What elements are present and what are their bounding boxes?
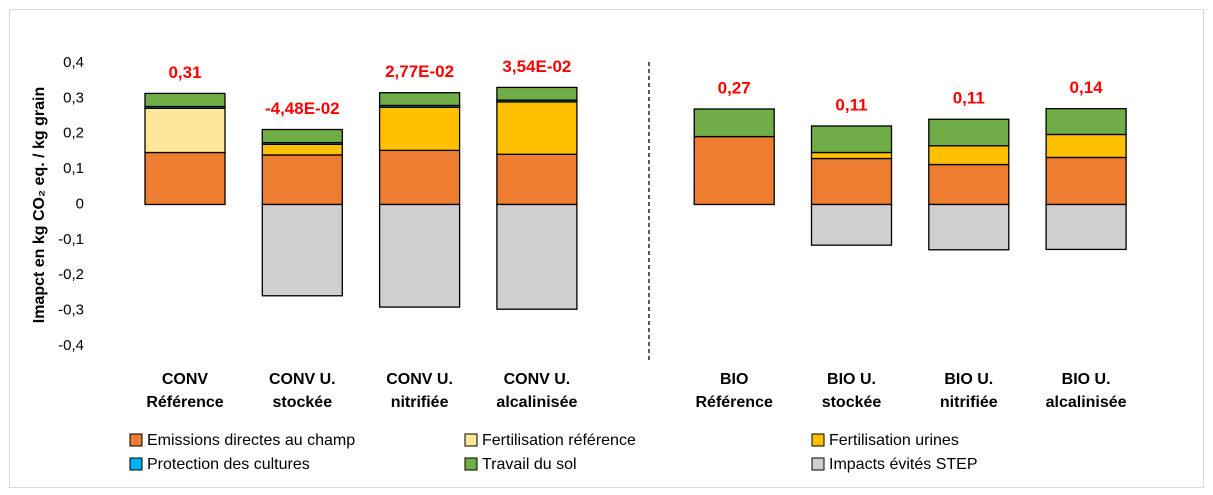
bar-segment bbox=[378, 203, 461, 308]
x-tick-label: BIO U. bbox=[1062, 371, 1111, 388]
total-label: 0,31 bbox=[168, 63, 201, 82]
bar-segment bbox=[928, 118, 1010, 147]
x-tick-label: CONV U. bbox=[386, 371, 453, 388]
x-tick-label: BIO U. bbox=[944, 371, 993, 388]
legend-label: Fertilisation référence bbox=[482, 432, 636, 449]
y-tick-label: 0,4 bbox=[63, 54, 84, 71]
bar-segment bbox=[810, 151, 893, 160]
bar-segment bbox=[496, 153, 578, 206]
x-tick-label: Référence bbox=[146, 394, 223, 411]
bar-segment bbox=[810, 125, 893, 154]
y-axis-label: Imapct en kg CO₂ eq. / kg grain bbox=[31, 87, 48, 324]
x-tick-label: BIO bbox=[720, 371, 748, 388]
bar-segment bbox=[261, 128, 343, 144]
legend-swatch bbox=[129, 433, 143, 447]
x-tick-label: CONV U. bbox=[504, 371, 571, 388]
x-tick-label: CONV bbox=[162, 371, 209, 388]
bar-segment bbox=[261, 154, 343, 206]
y-tick-label: 0,3 bbox=[63, 89, 84, 106]
legend-swatch bbox=[464, 433, 478, 447]
x-tick-label: BIO U. bbox=[827, 371, 876, 388]
bar-segment bbox=[496, 203, 578, 310]
legend-swatch bbox=[811, 433, 825, 447]
bar-segment bbox=[1045, 133, 1127, 159]
bar-segment bbox=[928, 163, 1010, 206]
y-tick-label: 0 bbox=[76, 195, 84, 212]
legend-label: Travail du sol bbox=[482, 456, 577, 473]
total-label: 0,11 bbox=[835, 95, 867, 114]
x-tick-label: stockée bbox=[273, 394, 333, 411]
total-label: -4,48E-02 bbox=[265, 99, 340, 118]
legend-swatch bbox=[811, 457, 825, 471]
total-label: 2,77E-02 bbox=[385, 62, 454, 81]
bar-segment bbox=[378, 149, 461, 206]
bar-segment bbox=[144, 151, 226, 206]
legend-label: Protection des cultures bbox=[147, 456, 310, 473]
y-tick-label: -0,1 bbox=[58, 231, 84, 248]
bar-segment bbox=[810, 157, 893, 206]
bar-segment bbox=[378, 106, 461, 152]
bar-segment bbox=[928, 145, 1010, 166]
x-tick-label: alcalinisée bbox=[496, 394, 577, 411]
total-label: 0,27 bbox=[718, 78, 751, 97]
legend-label: Emissions directes au champ bbox=[147, 432, 355, 449]
y-tick-label: 0,1 bbox=[63, 160, 84, 177]
x-tick-label: stockée bbox=[822, 394, 882, 411]
x-tick-label: alcalinisée bbox=[1046, 394, 1127, 411]
y-tick-label: 0,2 bbox=[63, 125, 84, 142]
x-tick-label: Référence bbox=[696, 394, 773, 411]
bar-segment bbox=[144, 92, 226, 108]
bar-segment bbox=[810, 203, 893, 246]
total-label: 3,54E-02 bbox=[502, 57, 571, 76]
x-tick-label: CONV U. bbox=[269, 371, 336, 388]
bar-segment bbox=[1045, 203, 1127, 251]
x-tick-label: nitrifiée bbox=[391, 394, 449, 411]
legend-swatch bbox=[129, 457, 143, 471]
bar-segment bbox=[496, 86, 578, 101]
total-label: 0,14 bbox=[1070, 78, 1104, 97]
x-tick-label: nitrifiée bbox=[940, 394, 998, 411]
bar-segment bbox=[378, 92, 461, 107]
bar-segment bbox=[693, 135, 775, 206]
y-tick-label: -0,2 bbox=[58, 266, 84, 283]
y-tick-label: -0,4 bbox=[58, 337, 84, 354]
bar-segment bbox=[928, 203, 1010, 251]
bar-segment bbox=[693, 108, 775, 138]
bar-segment bbox=[144, 107, 226, 154]
legend-swatch bbox=[464, 457, 478, 471]
y-tick-label: -0,3 bbox=[58, 302, 84, 319]
legend-label: Fertilisation urines bbox=[829, 432, 959, 449]
legend-label: Impacts évités STEP bbox=[829, 456, 978, 473]
bar-segment bbox=[1045, 107, 1127, 136]
bar-segment bbox=[496, 101, 578, 155]
bar-segment bbox=[1045, 156, 1127, 206]
bar-segment bbox=[261, 203, 343, 297]
total-label: 0,11 bbox=[953, 89, 985, 108]
bar-segment bbox=[261, 143, 343, 156]
